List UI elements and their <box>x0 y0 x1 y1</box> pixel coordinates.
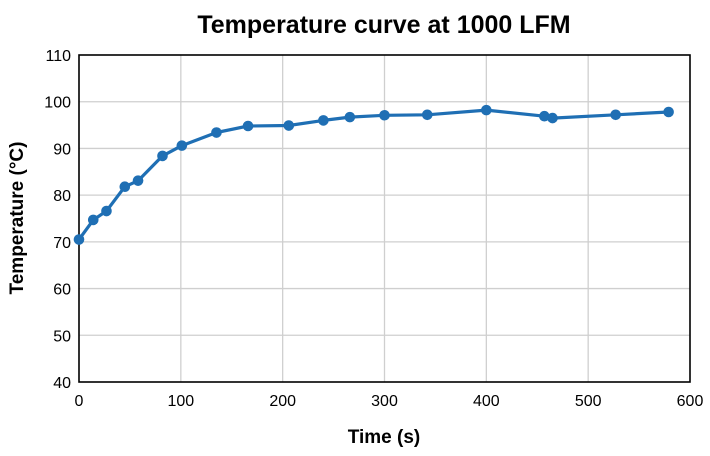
data-point <box>344 111 356 123</box>
x-tick-label: 500 <box>575 393 602 410</box>
tick-labels: 0 100 200 300 400 500 600 40 50 60 70 80 90 100 110 <box>44 48 703 410</box>
x-tick-label: 0 <box>75 393 84 410</box>
y-tick-label: 110 <box>45 48 71 65</box>
series <box>73 104 674 245</box>
y-tick-label: 70 <box>53 235 71 252</box>
data-point <box>421 109 433 121</box>
x-tick-label: 300 <box>371 393 398 410</box>
x-tick-label: 600 <box>677 393 704 410</box>
plot-frame <box>78 54 691 383</box>
y-tick-label: 80 <box>53 188 71 205</box>
y-tick-label: 50 <box>53 328 71 345</box>
y-tick-label: 90 <box>53 141 71 158</box>
x-axis-title: Time (s) <box>348 427 421 448</box>
y-tick-label: 40 <box>53 375 71 392</box>
data-point <box>119 181 131 193</box>
data-point <box>481 104 492 116</box>
data-point <box>610 109 621 121</box>
y-tick-label: 100 <box>44 95 71 112</box>
data-point <box>547 112 558 124</box>
data-point <box>132 175 144 186</box>
data-point <box>101 205 112 217</box>
data-point <box>318 115 329 126</box>
grid <box>79 55 690 382</box>
data-point <box>663 106 674 118</box>
data-point <box>87 214 99 226</box>
y-tick-label: 60 <box>53 282 71 299</box>
data-point <box>283 120 295 131</box>
y-axis-title: Temperature (°C) <box>7 142 28 295</box>
data-point <box>211 127 222 138</box>
data-point <box>539 110 550 122</box>
x-tick-label: 100 <box>167 393 194 410</box>
data-point <box>242 120 254 132</box>
series-line <box>77 108 671 242</box>
data-point <box>73 234 85 245</box>
data-point <box>157 150 168 162</box>
data-point <box>176 140 188 151</box>
x-tick-label: 200 <box>269 393 296 410</box>
x-tick-label: 400 <box>473 393 500 410</box>
data-point <box>379 109 390 121</box>
chart-title: Temperature curve at 1000 LFM <box>197 11 570 39</box>
